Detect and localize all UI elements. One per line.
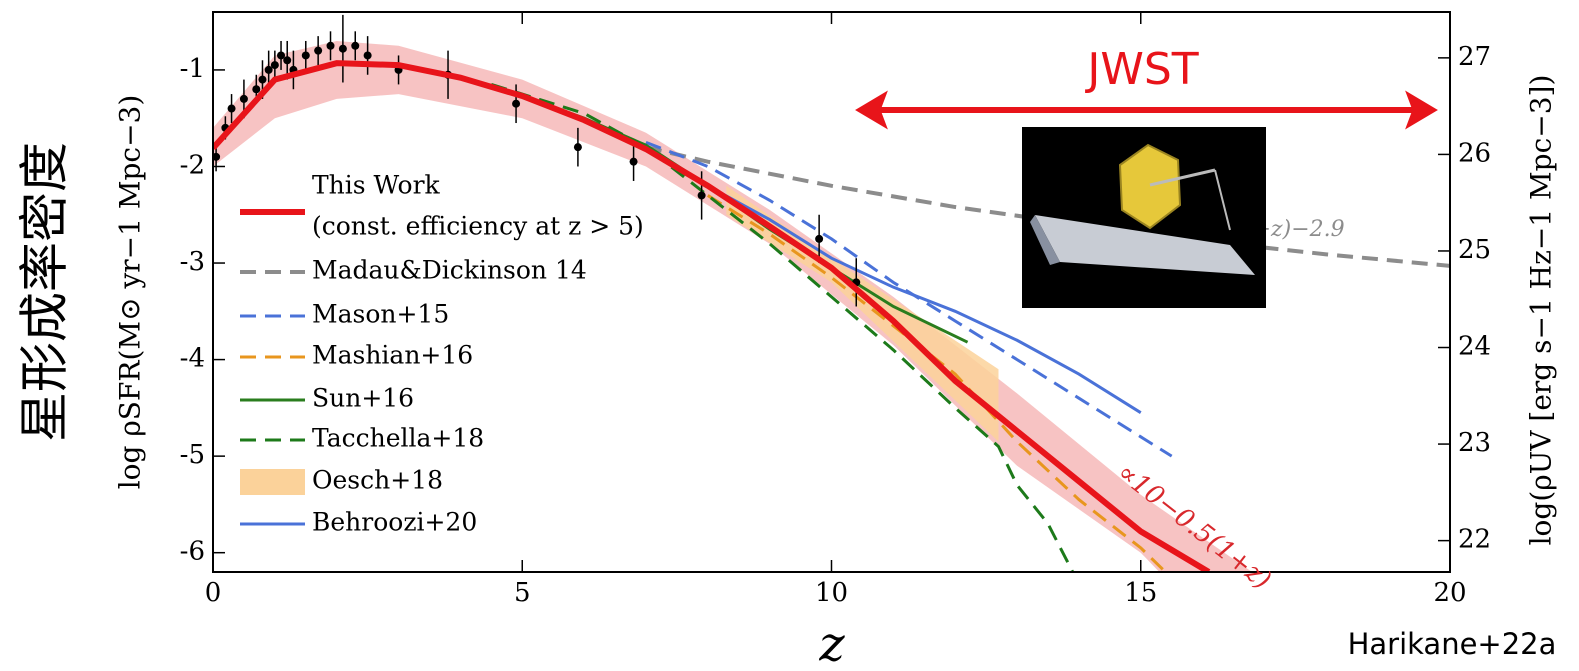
data-point xyxy=(629,157,638,166)
data-point xyxy=(351,41,360,50)
data-point xyxy=(258,75,267,84)
data-point xyxy=(314,46,323,55)
data-point xyxy=(270,61,279,70)
x-tick-label: 15 xyxy=(1124,578,1157,608)
y2-axis-label: log(ρUV [erg s−1 Hz−1 Mpc−3]) xyxy=(1525,75,1558,546)
y2-tick-label: 23 xyxy=(1458,428,1491,458)
y2-tick-label: 25 xyxy=(1458,235,1491,265)
strut xyxy=(1214,169,1231,231)
legend-label: This Work xyxy=(312,171,441,200)
legend-label: Sun+16 xyxy=(312,384,414,413)
y-tick-label: -5 xyxy=(180,440,205,470)
side-label: 星形成率密度 xyxy=(16,142,74,442)
x-axis-label: z xyxy=(818,617,845,671)
data-point xyxy=(213,152,221,161)
plot-area xyxy=(213,14,1450,572)
y2-tick-label: 24 xyxy=(1458,332,1491,362)
credit: Harikane+22a xyxy=(1348,627,1557,661)
strut xyxy=(1149,168,1216,187)
data-point xyxy=(815,234,824,243)
data-point xyxy=(227,104,236,113)
legend-label: Mason+15 xyxy=(312,300,449,329)
legend-note: (const. efficiency at z > 5) xyxy=(312,212,644,241)
data-point xyxy=(277,51,286,60)
y-tick-label: -6 xyxy=(180,537,205,567)
data-point xyxy=(252,85,261,94)
data-point xyxy=(338,44,347,53)
data-point xyxy=(239,94,248,103)
data-point xyxy=(573,143,582,152)
jwst-arrowhead xyxy=(855,90,1438,130)
series-line xyxy=(213,60,1211,572)
data-point xyxy=(326,41,335,50)
x-tick-label: 20 xyxy=(1433,578,1466,608)
legend-label: Behroozi+20 xyxy=(312,508,477,537)
data-point xyxy=(264,65,273,74)
jwst-image xyxy=(1022,127,1266,308)
x-tick-label: 10 xyxy=(815,578,848,608)
series-line xyxy=(645,140,1173,458)
series-line xyxy=(707,184,1142,414)
legend-label: Oesch+18 xyxy=(312,466,443,495)
legend-label: Tacchella+18 xyxy=(312,424,484,453)
series-line xyxy=(645,145,1450,268)
legend-swatch xyxy=(240,469,305,495)
y2-tick-label: 26 xyxy=(1458,138,1491,168)
jwst-label: JWST xyxy=(1084,44,1198,95)
data-point xyxy=(301,51,310,60)
data-point xyxy=(363,51,372,60)
data-point xyxy=(697,191,706,200)
sunshield xyxy=(1035,215,1255,275)
mirror xyxy=(1118,143,1182,230)
legend-label: Madau&Dickinson 14 xyxy=(312,256,587,285)
y-tick-label: -3 xyxy=(180,247,205,277)
y2-tick-label: 27 xyxy=(1458,42,1491,72)
y-tick-label: -2 xyxy=(180,150,205,180)
data-point xyxy=(512,99,521,108)
sunshield-edge xyxy=(1030,215,1060,265)
data-point xyxy=(283,56,292,65)
legend-label: Mashian+16 xyxy=(312,341,473,370)
band xyxy=(213,40,1253,572)
series-line xyxy=(707,194,1167,572)
y-tick-label: -1 xyxy=(180,54,205,84)
y-axis-label: log ρSFR(M⊙ yr−1 Mpc−3) xyxy=(114,95,147,490)
x-tick-label: 0 xyxy=(205,578,222,608)
x-tick-label: 5 xyxy=(514,578,531,608)
y-tick-label: -4 xyxy=(180,344,205,374)
y2-tick-label: 22 xyxy=(1458,525,1491,555)
